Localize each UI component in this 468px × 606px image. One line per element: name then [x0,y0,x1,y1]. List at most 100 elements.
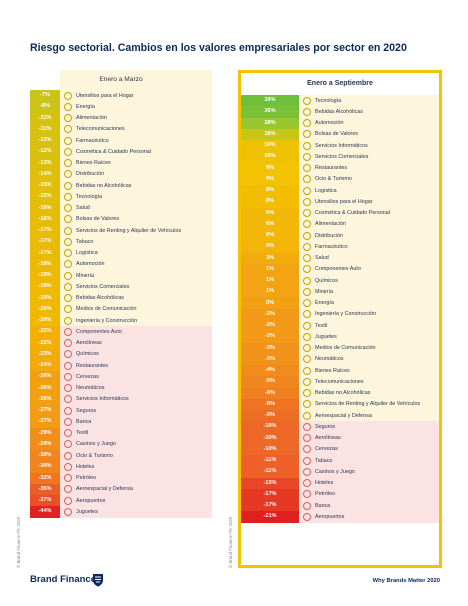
sector-icon [303,411,311,420]
sector-label: Neumáticos [299,353,439,365]
table-row: 6% Cosmética & Cuidado Personal [241,207,439,219]
table-row: -5% Telecomunicaciones [241,376,439,388]
sector-icon [64,170,72,179]
sector-icon [303,107,311,116]
value-cell: -14% [30,168,60,180]
table-row: 1% Componentes Auto [241,263,439,275]
sector-label: Salud [60,202,212,214]
sector-name: Farmacéutico [315,243,348,250]
sector-name: Textil [76,430,89,437]
sector-name: Banca [76,418,92,425]
value-cell: -16% [30,213,60,225]
sector-icon [303,141,311,150]
sector-label: Servicios de Renting y Alquiler de Vehíc… [299,398,439,410]
table-row: -17% Tabaco [30,236,212,248]
sector-name: Utensilios para el Hogar [315,198,373,205]
sector-icon [303,186,311,195]
sector-name: Distribución [76,171,105,178]
value-cell: 0% [241,297,299,309]
value-cell: 1% [241,286,299,298]
sector-icon [303,490,311,499]
sector-label: Juguetes [299,331,439,343]
sector-name: Medios de Comunicación [315,345,376,352]
value-cell: -19% [30,270,60,282]
table-row: 1% Químicos [241,275,439,287]
sector-icon [64,294,72,303]
sector-label: Hoteles [60,461,212,473]
sector-icon [64,372,72,381]
sector-name: Energía [76,103,95,110]
value-cell: 10% [241,151,299,163]
sector-label: Automoción [60,258,212,270]
value-cell: 39% [241,95,299,107]
table-row: 3% Salud [241,252,439,264]
sector-name: Servicios Comerciales [76,283,130,290]
sector-icon [64,485,72,494]
sector-label: Tecnología [299,95,439,107]
value-cell: -19% [30,281,60,293]
sector-name: Telecomunicaciones [315,378,364,385]
sector-label: Componentes Auto [299,263,439,275]
table-row: 28% Automoción [241,117,439,129]
table-row: -26% Cervezas [30,371,212,383]
sector-label: Restaurantes [60,360,212,372]
table-row: -30% Hoteles [30,461,212,473]
sector-icon [64,271,72,280]
sector-label: Banca [299,500,439,512]
sector-label: Utensilios para el Hogar [299,196,439,208]
sector-icon [303,130,311,139]
sector-label: Restaurantes [299,162,439,174]
value-cell: -27% [30,405,60,417]
sector-icon [64,91,72,100]
sector-name: Tecnología [315,97,342,104]
value-cell: -23% [30,348,60,360]
sector-name: Distribución [315,232,344,239]
sector-icon [64,462,72,471]
table-row: -19% Servicios Comerciales [30,281,212,293]
sector-name: Casinos y Juego [76,441,116,448]
table-row: -20% Medios de Comunicación [30,303,212,315]
table-row: -30% Ocio & Turismo [30,450,212,462]
sector-icon [303,175,311,184]
sector-icon [303,389,311,398]
table-row: 9% Restaurantes [241,162,439,174]
value-cell: -35% [30,483,60,495]
sector-label: Aerolíneas [60,337,212,349]
sector-icon [303,321,311,330]
sector-icon [64,451,72,460]
table-row: -11% Tabaco [241,455,439,467]
sector-label: Banca [60,416,212,428]
sector-label: Servicios Informáticos [60,393,212,405]
value-cell: 1% [241,263,299,275]
value-cell: 28% [241,117,299,129]
sector-label: Aerolíneas [299,432,439,444]
value-cell: -9% [241,410,299,422]
sector-icon [303,501,311,510]
panel-header-septiembre: Enero a Septiembre [241,73,439,95]
value-cell: 18% [241,128,299,140]
sector-icon [303,377,311,386]
table-row: -6% Bebidas no Alcohólicas [241,387,439,399]
sector-label: Salud [299,252,439,264]
sector-icon [303,242,311,251]
sector-label: Logística [299,185,439,197]
sector-icon [64,327,72,336]
sector-icon [64,316,72,325]
sector-name: Aerolíneas [315,435,341,442]
value-cell: -30% [30,450,60,462]
sector-name: Hoteles [315,480,334,487]
value-cell: -11% [241,466,299,478]
table-row: 6% Distribución [241,230,439,242]
value-cell: 1% [241,275,299,287]
sector-label: Medios de Comunicación [60,303,212,315]
sector-name: Restaurantes [315,165,348,172]
sector-icon [64,136,72,145]
sector-label: Aeroespacial y Defensa [299,410,439,422]
sector-name: Servicios de Renting y Alquiler de Vehíc… [76,227,182,234]
value-cell: -10% [241,421,299,433]
sector-icon [303,456,311,465]
footer-tagline: Why Brands Matter 2020 [372,578,440,584]
value-cell: -6% [241,387,299,399]
table-row: -14% Distribución [30,168,212,180]
table-row: -2% Juguetes [241,331,439,343]
